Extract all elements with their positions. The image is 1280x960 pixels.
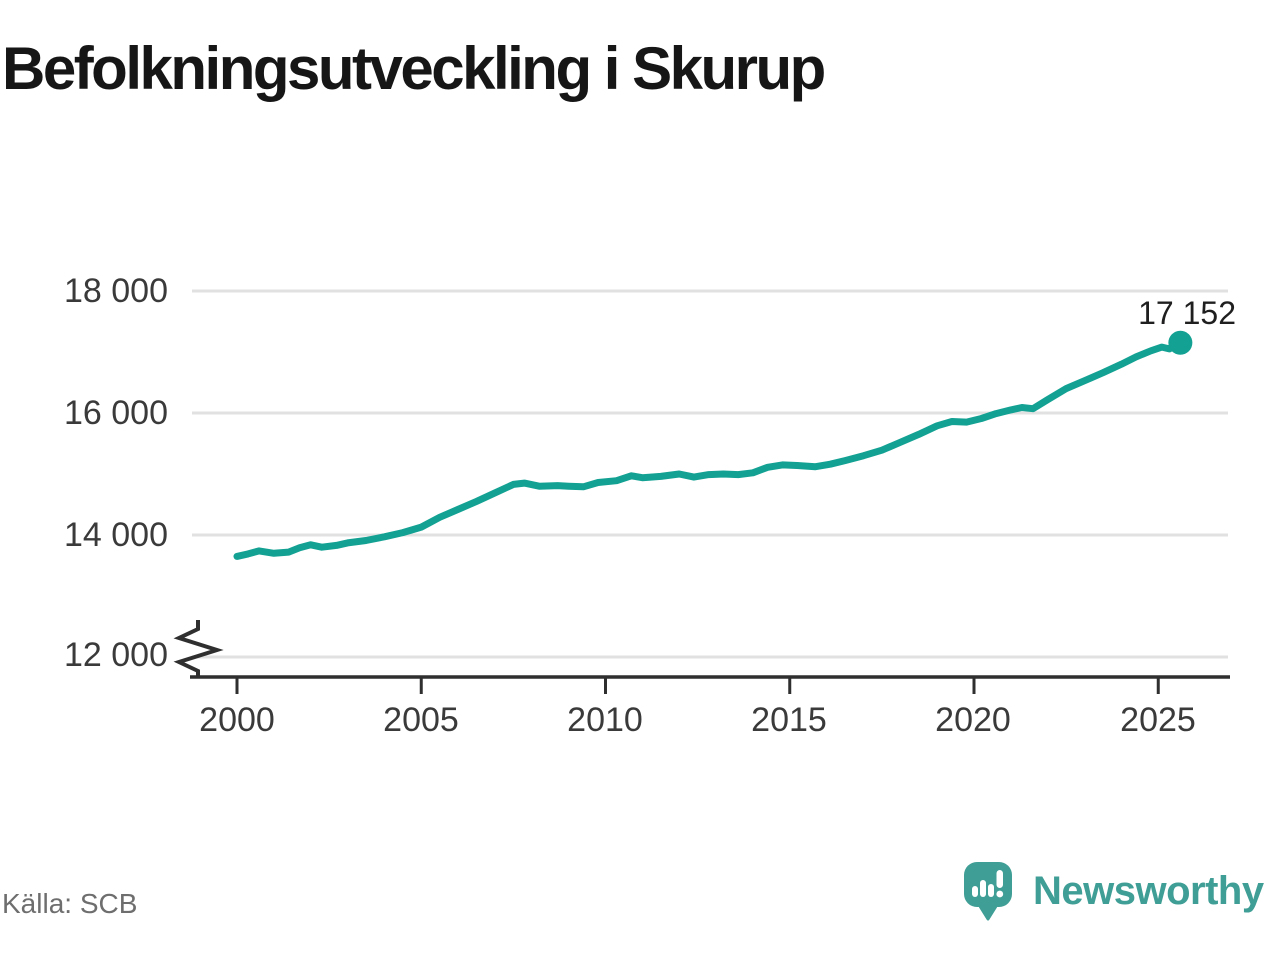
y-axis-break-icon xyxy=(173,620,224,677)
x-axis-tick-label: 2025 xyxy=(1120,701,1196,739)
y-axis-tick-label: 12 000 xyxy=(64,636,168,674)
x-axis-tick-label: 2000 xyxy=(199,701,275,739)
newsworthy-wordmark: Newsworthy xyxy=(1033,869,1264,913)
latest-value-annotation: 17 152 xyxy=(1138,295,1236,331)
y-axis-tick-label: 14 000 xyxy=(64,516,168,554)
x-axis-tick-label: 2010 xyxy=(567,701,643,739)
source-note: Källa: SCB xyxy=(2,888,138,919)
chart-title: Befolkningsutveckling i Skurup xyxy=(2,35,826,102)
newsworthy-logo-icon xyxy=(964,862,1012,921)
y-axis-tick-label: 16 000 xyxy=(64,394,168,432)
x-axis-tick-label: 2005 xyxy=(383,701,459,739)
x-axis-tick-label: 2020 xyxy=(935,701,1011,739)
latest-point-marker xyxy=(1168,330,1193,355)
population-line-series xyxy=(233,339,1184,560)
y-axis-tick-label: 18 000 xyxy=(64,272,168,310)
newsworthy-branding: Newsworthy xyxy=(963,860,1264,922)
x-axis-tick-label: 2015 xyxy=(751,701,827,739)
